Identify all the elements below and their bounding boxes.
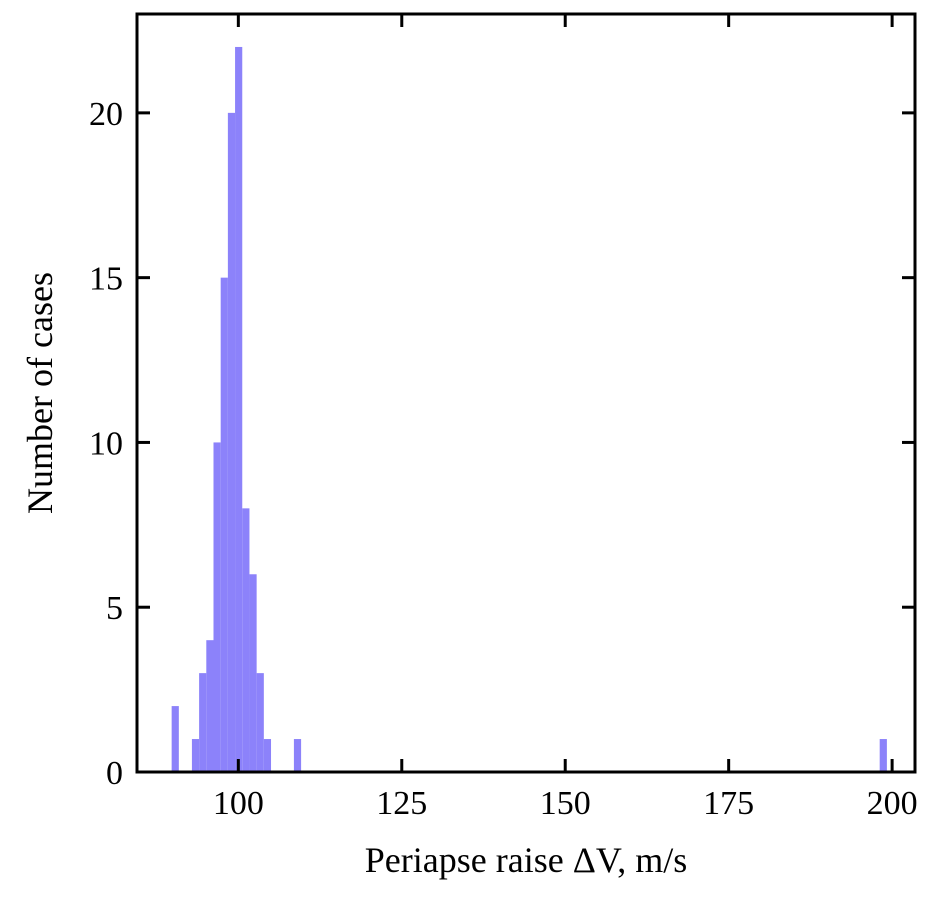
- x-tick-label-4: 200: [867, 785, 918, 822]
- x-axis-title: Periapse raise ΔV, m/s: [365, 840, 687, 880]
- histogram-bar-5: [220, 277, 228, 772]
- y-axis-title: Number of cases: [20, 272, 60, 514]
- histogram-bar-10: [256, 673, 264, 772]
- histogram-bar-2: [199, 673, 207, 772]
- x-tick-label-0: 100: [213, 785, 264, 822]
- histogram-bar-4: [213, 442, 221, 772]
- histogram-bar-3: [206, 640, 214, 772]
- histogram-bar-9: [249, 574, 257, 772]
- y-tick-label-0: 0: [106, 755, 123, 792]
- histogram-bar-1: [191, 739, 200, 772]
- tick-labels: 100 125 150 175 200 0 5 10 15 20: [89, 96, 918, 822]
- y-tick-label-4: 20: [89, 96, 123, 133]
- histogram-bar-11: [263, 739, 272, 772]
- histogram-bar-13: [879, 739, 887, 772]
- histogram-bars: [171, 46, 887, 772]
- histogram-bar-0: [171, 706, 179, 772]
- x-tick-label-3: 175: [703, 785, 754, 822]
- y-tick-label-1: 5: [106, 590, 123, 627]
- x-tick-label-2: 150: [540, 785, 591, 822]
- x-tick-label-1: 125: [376, 785, 427, 822]
- histogram-bar-7: [235, 46, 243, 772]
- histogram-bar-12: [293, 739, 302, 772]
- histogram-bar-8: [242, 508, 250, 772]
- y-tick-label-3: 15: [89, 261, 123, 298]
- axis-ticks: [137, 14, 915, 774]
- histogram-bar-6: [227, 112, 236, 772]
- y-tick-label-2: 10: [89, 425, 123, 462]
- plot-frame: [135, 12, 917, 774]
